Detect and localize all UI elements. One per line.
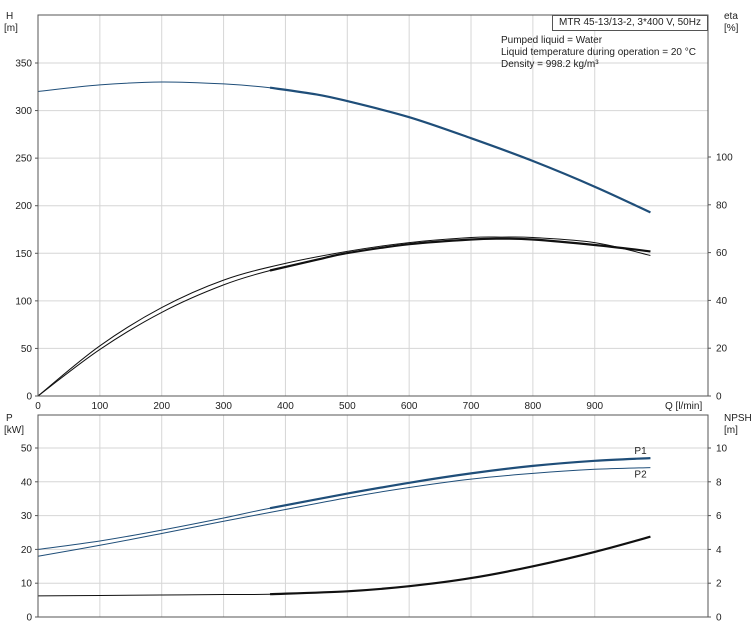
series-line (37, 536, 651, 597)
left-tick-label: 30 (21, 511, 33, 522)
right-tick-label: 100 (716, 153, 733, 164)
right-tick-label: 20 (716, 344, 728, 355)
series-operating-range (269, 237, 651, 272)
right-tick-label: 0 (716, 392, 722, 403)
left-axis-unit: [m] (4, 23, 18, 34)
right-axis-unit: [%] (724, 23, 739, 34)
right-tick-label: 40 (716, 296, 728, 307)
x-tick-label: 600 (401, 401, 418, 412)
right-tick-label: 6 (716, 511, 722, 522)
series-label: P2 (634, 470, 647, 481)
right-tick-label: 10 (716, 444, 728, 455)
x-tick-label: 100 (92, 401, 109, 412)
right-tick-label: 60 (716, 248, 728, 259)
series-label: P1 (634, 446, 647, 457)
left-axis-title: H (6, 11, 13, 22)
right-tick-label: 4 (716, 545, 722, 556)
left-tick-label: 20 (21, 545, 33, 556)
series-operating-range (269, 535, 651, 596)
left-tick-label: 0 (26, 613, 32, 624)
right-axis-title: NPSH (724, 413, 752, 424)
x-tick-label: 800 (525, 401, 542, 412)
series-line (37, 238, 651, 397)
x-tick-label: 200 (153, 401, 170, 412)
x-tick-label: 900 (586, 401, 603, 412)
left-tick-label: 40 (21, 477, 33, 488)
liquid-temperature-text: Liquid temperature during operation = 20… (501, 47, 696, 58)
x-tick-label: 400 (277, 401, 294, 412)
x-tick-label: 700 (463, 401, 480, 412)
left-tick-label: 50 (21, 444, 33, 455)
pump-model-box: MTR 45-13/13-2, 3*400 V, 50Hz (552, 15, 708, 31)
right-tick-label: 0 (716, 613, 722, 624)
pump-model-label: MTR 45-13/13-2, 3*400 V, 50Hz (559, 17, 701, 28)
left-axis-title: P (6, 413, 13, 424)
left-tick-label: 100 (15, 296, 32, 307)
right-axis-unit: [m] (724, 425, 738, 436)
left-axis-unit: [kW] (4, 425, 24, 436)
left-tick-label: 200 (15, 201, 32, 212)
x-tick-label: 300 (215, 401, 232, 412)
x-tick-label: 0 (35, 401, 41, 412)
series-operating-range (269, 457, 651, 510)
x-tick-label: 500 (339, 401, 356, 412)
series-line (37, 236, 651, 397)
density-text: Density = 998.2 kg/m³ (501, 59, 599, 70)
series-line (37, 81, 651, 213)
left-tick-label: 150 (15, 249, 32, 260)
pumped-liquid-text: Pumped liquid = Water (501, 35, 603, 46)
x-axis-label: Q [l/min] (665, 401, 702, 412)
left-tick-label: 350 (15, 59, 32, 70)
right-tick-label: 80 (716, 200, 728, 211)
series-line (37, 467, 651, 557)
left-tick-label: 10 (21, 579, 33, 590)
left-tick-label: 50 (21, 344, 33, 355)
right-axis-title: eta (724, 11, 738, 22)
right-tick-label: 8 (716, 477, 722, 488)
left-tick-label: 300 (15, 106, 32, 117)
left-tick-label: 0 (26, 392, 32, 403)
right-tick-label: 2 (716, 579, 722, 590)
left-tick-label: 250 (15, 154, 32, 165)
series-operating-range (269, 86, 651, 214)
